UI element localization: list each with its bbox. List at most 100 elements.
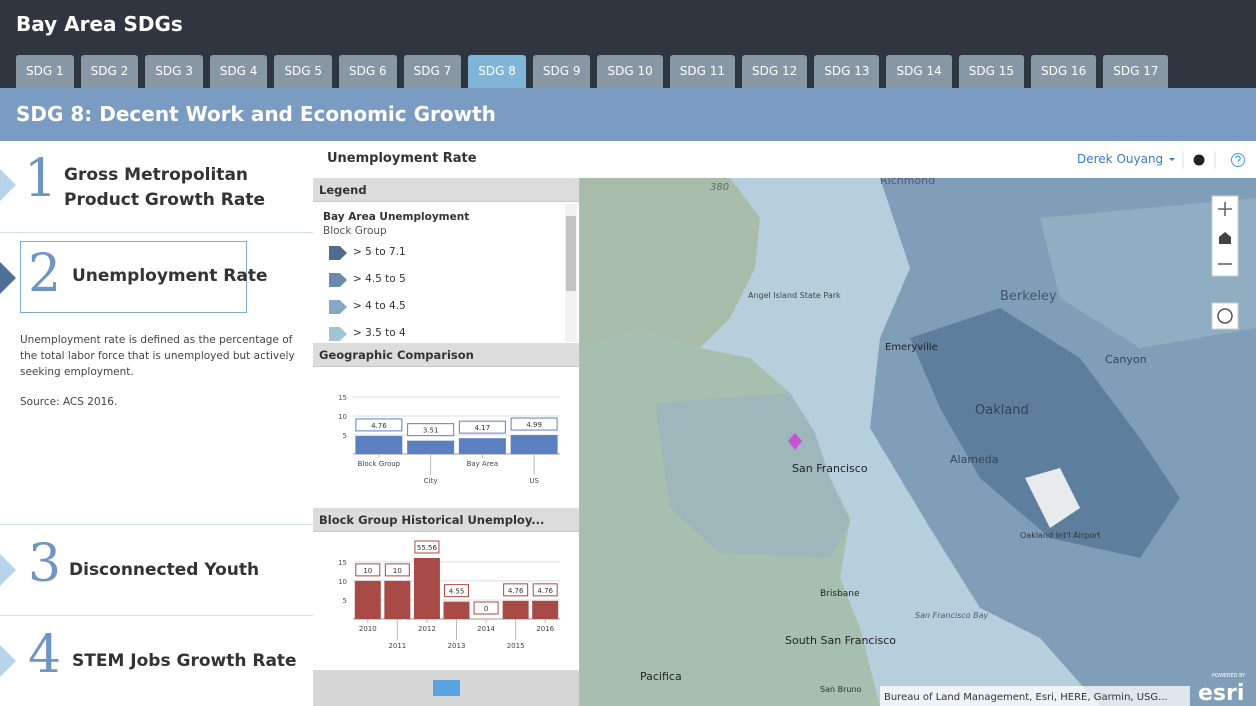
scrollbar[interactable] — [565, 204, 577, 342]
map-label: San Francisco Bay — [915, 611, 988, 620]
legend-swatch — [329, 273, 347, 287]
chart-header: Block Group Historical Unemploy... — [313, 508, 579, 532]
map-label: Pacifica — [640, 670, 682, 683]
y-tick-label: 5 — [343, 432, 347, 440]
zoom-in[interactable] — [1218, 202, 1232, 216]
help-icon[interactable] — [1231, 153, 1245, 167]
map-label: San Francisco — [792, 462, 868, 475]
x-tick-label: 2014 — [477, 625, 495, 633]
map[interactable]: 380 Richmond Berkeley Emeryville Oakland… — [580, 178, 1256, 706]
oakland-block-groups — [910, 308, 1180, 558]
y-tick-label: 15 — [338, 394, 347, 402]
legend-sublayer: Block Group — [323, 225, 387, 237]
tab[interactable]: SDG 9 — [532, 55, 591, 88]
y-tick-label: 10 — [338, 413, 347, 421]
value-label: 0 — [484, 605, 488, 613]
tab[interactable]: SDG 8 — [468, 55, 526, 88]
indicator-label[interactable]: Unemployment Rate — [72, 266, 268, 286]
chart: 5 10 15 Block Group 4.76 City 3.51 Bay Area 4.17… — [338, 394, 560, 485]
chevron — [0, 262, 16, 294]
chevron — [0, 169, 16, 201]
chevron — [0, 645, 16, 677]
value-label: 10 — [363, 567, 372, 575]
tab[interactable]: SDG 10 — [597, 55, 663, 88]
x-tick-label: US — [529, 477, 539, 485]
pager[interactable] — [433, 680, 460, 696]
value-label-box — [458, 420, 506, 434]
selected-marker[interactable] — [788, 433, 802, 450]
sf-block-groups — [655, 393, 850, 558]
attribution-bg — [880, 686, 1190, 706]
zoom-controls — [1211, 195, 1239, 330]
esri-logo: esri — [1198, 681, 1244, 706]
airport — [1025, 468, 1080, 528]
legend-label: > 5 to 7.1 — [353, 246, 406, 258]
description: Unemployment rate is defined as the perc… — [20, 334, 295, 378]
map-label: Canyon — [1105, 353, 1147, 366]
legend-swatch — [329, 300, 347, 314]
selected-box[interactable] — [20, 241, 247, 313]
value-label: 4.76 — [371, 422, 387, 430]
bar — [443, 601, 470, 619]
locate-button[interactable] — [1217, 308, 1233, 324]
tab[interactable]: SDG 7 — [403, 55, 462, 88]
value-label-box — [444, 584, 469, 598]
tab[interactable]: SDG 1 — [16, 55, 74, 88]
tab[interactable]: SDG 11 — [669, 55, 735, 88]
chart-header: Geographic Comparison — [313, 343, 579, 367]
x-tick-label: 2010 — [359, 625, 377, 633]
chevron — [0, 554, 16, 586]
value-label-box — [384, 563, 410, 577]
scroll-thumb[interactable] — [566, 216, 576, 291]
tab[interactable]: SDG 6 — [339, 55, 397, 88]
tab[interactable]: SDG 17 — [1103, 55, 1169, 88]
indicator-number: 2 — [28, 244, 62, 304]
legend-label: > 4 to 4.5 — [353, 300, 406, 312]
tab[interactable]: SDG 14 — [886, 55, 952, 88]
legend-swatch — [329, 246, 347, 260]
bar — [502, 600, 529, 619]
banner: SDG 8: Decent Work and Economic Growth — [0, 88, 1256, 141]
bar — [407, 440, 455, 454]
value-label-box — [503, 583, 529, 597]
value-label-box — [532, 583, 558, 597]
attribution: Bureau of Land Management, Esri, HERE, G… — [884, 692, 1168, 703]
indicator-label[interactable]: Disconnected Youth — [69, 560, 260, 580]
y-tick-label: 10 — [338, 578, 347, 586]
tab[interactable]: SDG 3 — [145, 55, 203, 88]
panel-footer — [313, 670, 579, 706]
panel-header: Unemployment Rate Derek Ouyang — [313, 141, 1256, 179]
map-label: 380 — [710, 182, 729, 193]
help-glyph — [1235, 155, 1241, 164]
indicator-number: 4 — [28, 625, 62, 685]
y-tick-label: 5 — [343, 597, 347, 605]
tab[interactable]: SDG 5 — [274, 55, 333, 88]
legend-header: Legend — [313, 178, 579, 202]
user-menu[interactable]: Derek Ouyang — [1077, 152, 1164, 166]
tab[interactable]: SDG 13 — [814, 55, 880, 88]
y-tick-label: 15 — [338, 559, 347, 567]
value-label: 4.55 — [449, 588, 465, 596]
map-label: Angel Island State Park — [748, 291, 841, 300]
tab-bar: SDG 1 SDG 2 SDG 3 SDG 4 SDG 5 SDG 6 SDG 7 SDG 8… — [16, 55, 1169, 88]
home-button[interactable] — [1219, 232, 1231, 244]
status-dot[interactable] — [1193, 154, 1205, 166]
value-label-box — [510, 417, 558, 431]
tab[interactable]: SDG 15 — [958, 55, 1024, 88]
bar — [458, 438, 506, 454]
bar — [413, 558, 440, 619]
value-label: 4.76 — [508, 587, 524, 595]
tab[interactable]: SDG 16 — [1030, 55, 1097, 88]
tab[interactable]: SDG 12 — [741, 55, 808, 88]
indicator-label[interactable]: Gross Metropolitan Product Growth Rate — [64, 165, 266, 210]
indicator-label[interactable]: STEM Jobs Growth Rate — [72, 651, 297, 671]
x-tick-label: City — [424, 477, 438, 485]
legend-label: > 3.5 to 4 — [353, 327, 406, 339]
map-label: Berkeley — [1000, 289, 1057, 304]
tab[interactable]: SDG 2 — [80, 55, 139, 88]
tab[interactable]: SDG 4 — [209, 55, 268, 88]
map-label: Oakland — [975, 403, 1029, 418]
value-label: 55.56 — [417, 544, 438, 552]
